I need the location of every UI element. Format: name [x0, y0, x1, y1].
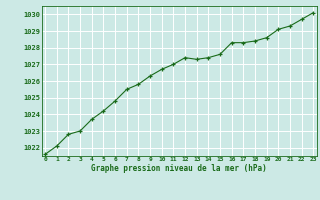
X-axis label: Graphe pression niveau de la mer (hPa): Graphe pression niveau de la mer (hPa) [91, 164, 267, 173]
